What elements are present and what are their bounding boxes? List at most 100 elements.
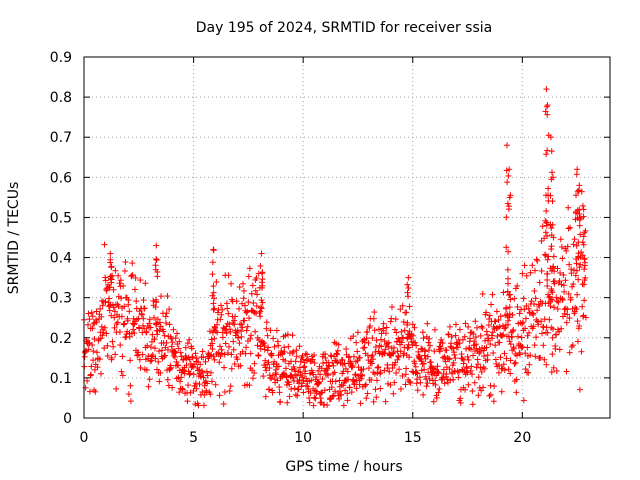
data-point <box>199 348 206 355</box>
data-point <box>186 336 193 343</box>
x-axis-label: GPS time / hours <box>285 459 402 475</box>
data-point <box>578 348 585 355</box>
data-point <box>245 273 252 280</box>
data-point <box>567 294 574 301</box>
data-point <box>490 398 497 405</box>
data-point <box>456 326 463 333</box>
data-point <box>399 372 406 379</box>
data-point <box>504 266 511 273</box>
data-point <box>454 368 461 375</box>
data-point <box>579 202 586 209</box>
data-point <box>544 233 551 240</box>
data-point <box>505 280 512 287</box>
data-point <box>102 277 109 284</box>
data-point <box>222 340 229 347</box>
data-point <box>196 381 203 388</box>
data-point <box>98 313 105 320</box>
data-point <box>88 363 95 370</box>
data-point <box>217 353 224 360</box>
data-point <box>311 394 318 401</box>
data-point <box>477 348 484 355</box>
data-point <box>373 377 380 384</box>
data-point <box>246 315 253 322</box>
data-point <box>472 334 479 341</box>
data-point <box>378 343 385 350</box>
data-point <box>260 340 267 347</box>
data-point <box>369 335 376 342</box>
data-point <box>348 389 355 396</box>
data-point <box>146 376 153 383</box>
data-point <box>383 324 390 331</box>
data-point <box>206 328 213 335</box>
data-point <box>203 368 210 375</box>
data-point <box>261 346 268 353</box>
data-point <box>234 356 241 363</box>
data-point <box>550 174 557 181</box>
data-point <box>420 360 427 367</box>
data-point <box>332 378 339 385</box>
x-tick-label: 0 <box>80 430 89 446</box>
data-point <box>463 365 470 372</box>
data-point <box>543 361 550 368</box>
data-point <box>542 229 549 236</box>
data-point <box>543 222 550 229</box>
data-point <box>89 325 96 332</box>
data-point <box>523 272 530 279</box>
data-point <box>210 306 217 313</box>
data-point <box>487 391 494 398</box>
data-point <box>257 308 264 315</box>
data-point <box>549 351 556 358</box>
data-point <box>355 364 362 371</box>
data-point <box>539 330 546 337</box>
data-point <box>237 362 244 369</box>
data-point <box>409 321 416 328</box>
data-point <box>516 310 523 317</box>
data-point <box>248 290 255 297</box>
data-point <box>163 319 170 326</box>
data-point <box>541 316 548 323</box>
data-point <box>151 336 158 343</box>
data-point <box>233 298 240 305</box>
data-point <box>543 86 550 93</box>
data-point <box>386 368 393 375</box>
data-point <box>199 369 206 376</box>
data-point <box>361 344 368 351</box>
data-point <box>574 166 581 173</box>
data-point <box>356 354 363 361</box>
data-point <box>503 244 510 251</box>
data-point <box>393 329 400 336</box>
data-point <box>497 313 504 320</box>
data-point <box>125 297 132 304</box>
data-point <box>334 351 341 358</box>
data-point <box>131 330 138 337</box>
data-point <box>192 380 199 387</box>
data-point <box>560 271 567 278</box>
data-point <box>397 348 404 355</box>
data-point <box>204 372 211 379</box>
data-point <box>459 336 466 343</box>
data-point <box>131 286 138 293</box>
data-point <box>216 359 223 366</box>
data-point <box>243 344 250 351</box>
data-point <box>468 363 475 370</box>
data-point <box>168 335 175 342</box>
data-point <box>219 334 226 341</box>
data-point <box>175 362 182 369</box>
data-point <box>372 348 379 355</box>
data-point <box>507 341 514 348</box>
data-point <box>252 328 259 335</box>
data-point <box>358 375 365 382</box>
data-point <box>576 386 583 393</box>
data-point <box>116 280 123 287</box>
data-point <box>506 314 513 321</box>
data-point <box>329 393 336 400</box>
data-point <box>143 367 150 374</box>
y-axis-label: SRMTID / TECUs <box>6 182 22 295</box>
data-point <box>318 365 325 372</box>
data-point <box>375 326 382 333</box>
data-point <box>537 354 544 361</box>
data-point <box>255 352 262 359</box>
data-point <box>177 349 184 356</box>
data-point <box>312 395 319 402</box>
data-point <box>472 318 479 325</box>
